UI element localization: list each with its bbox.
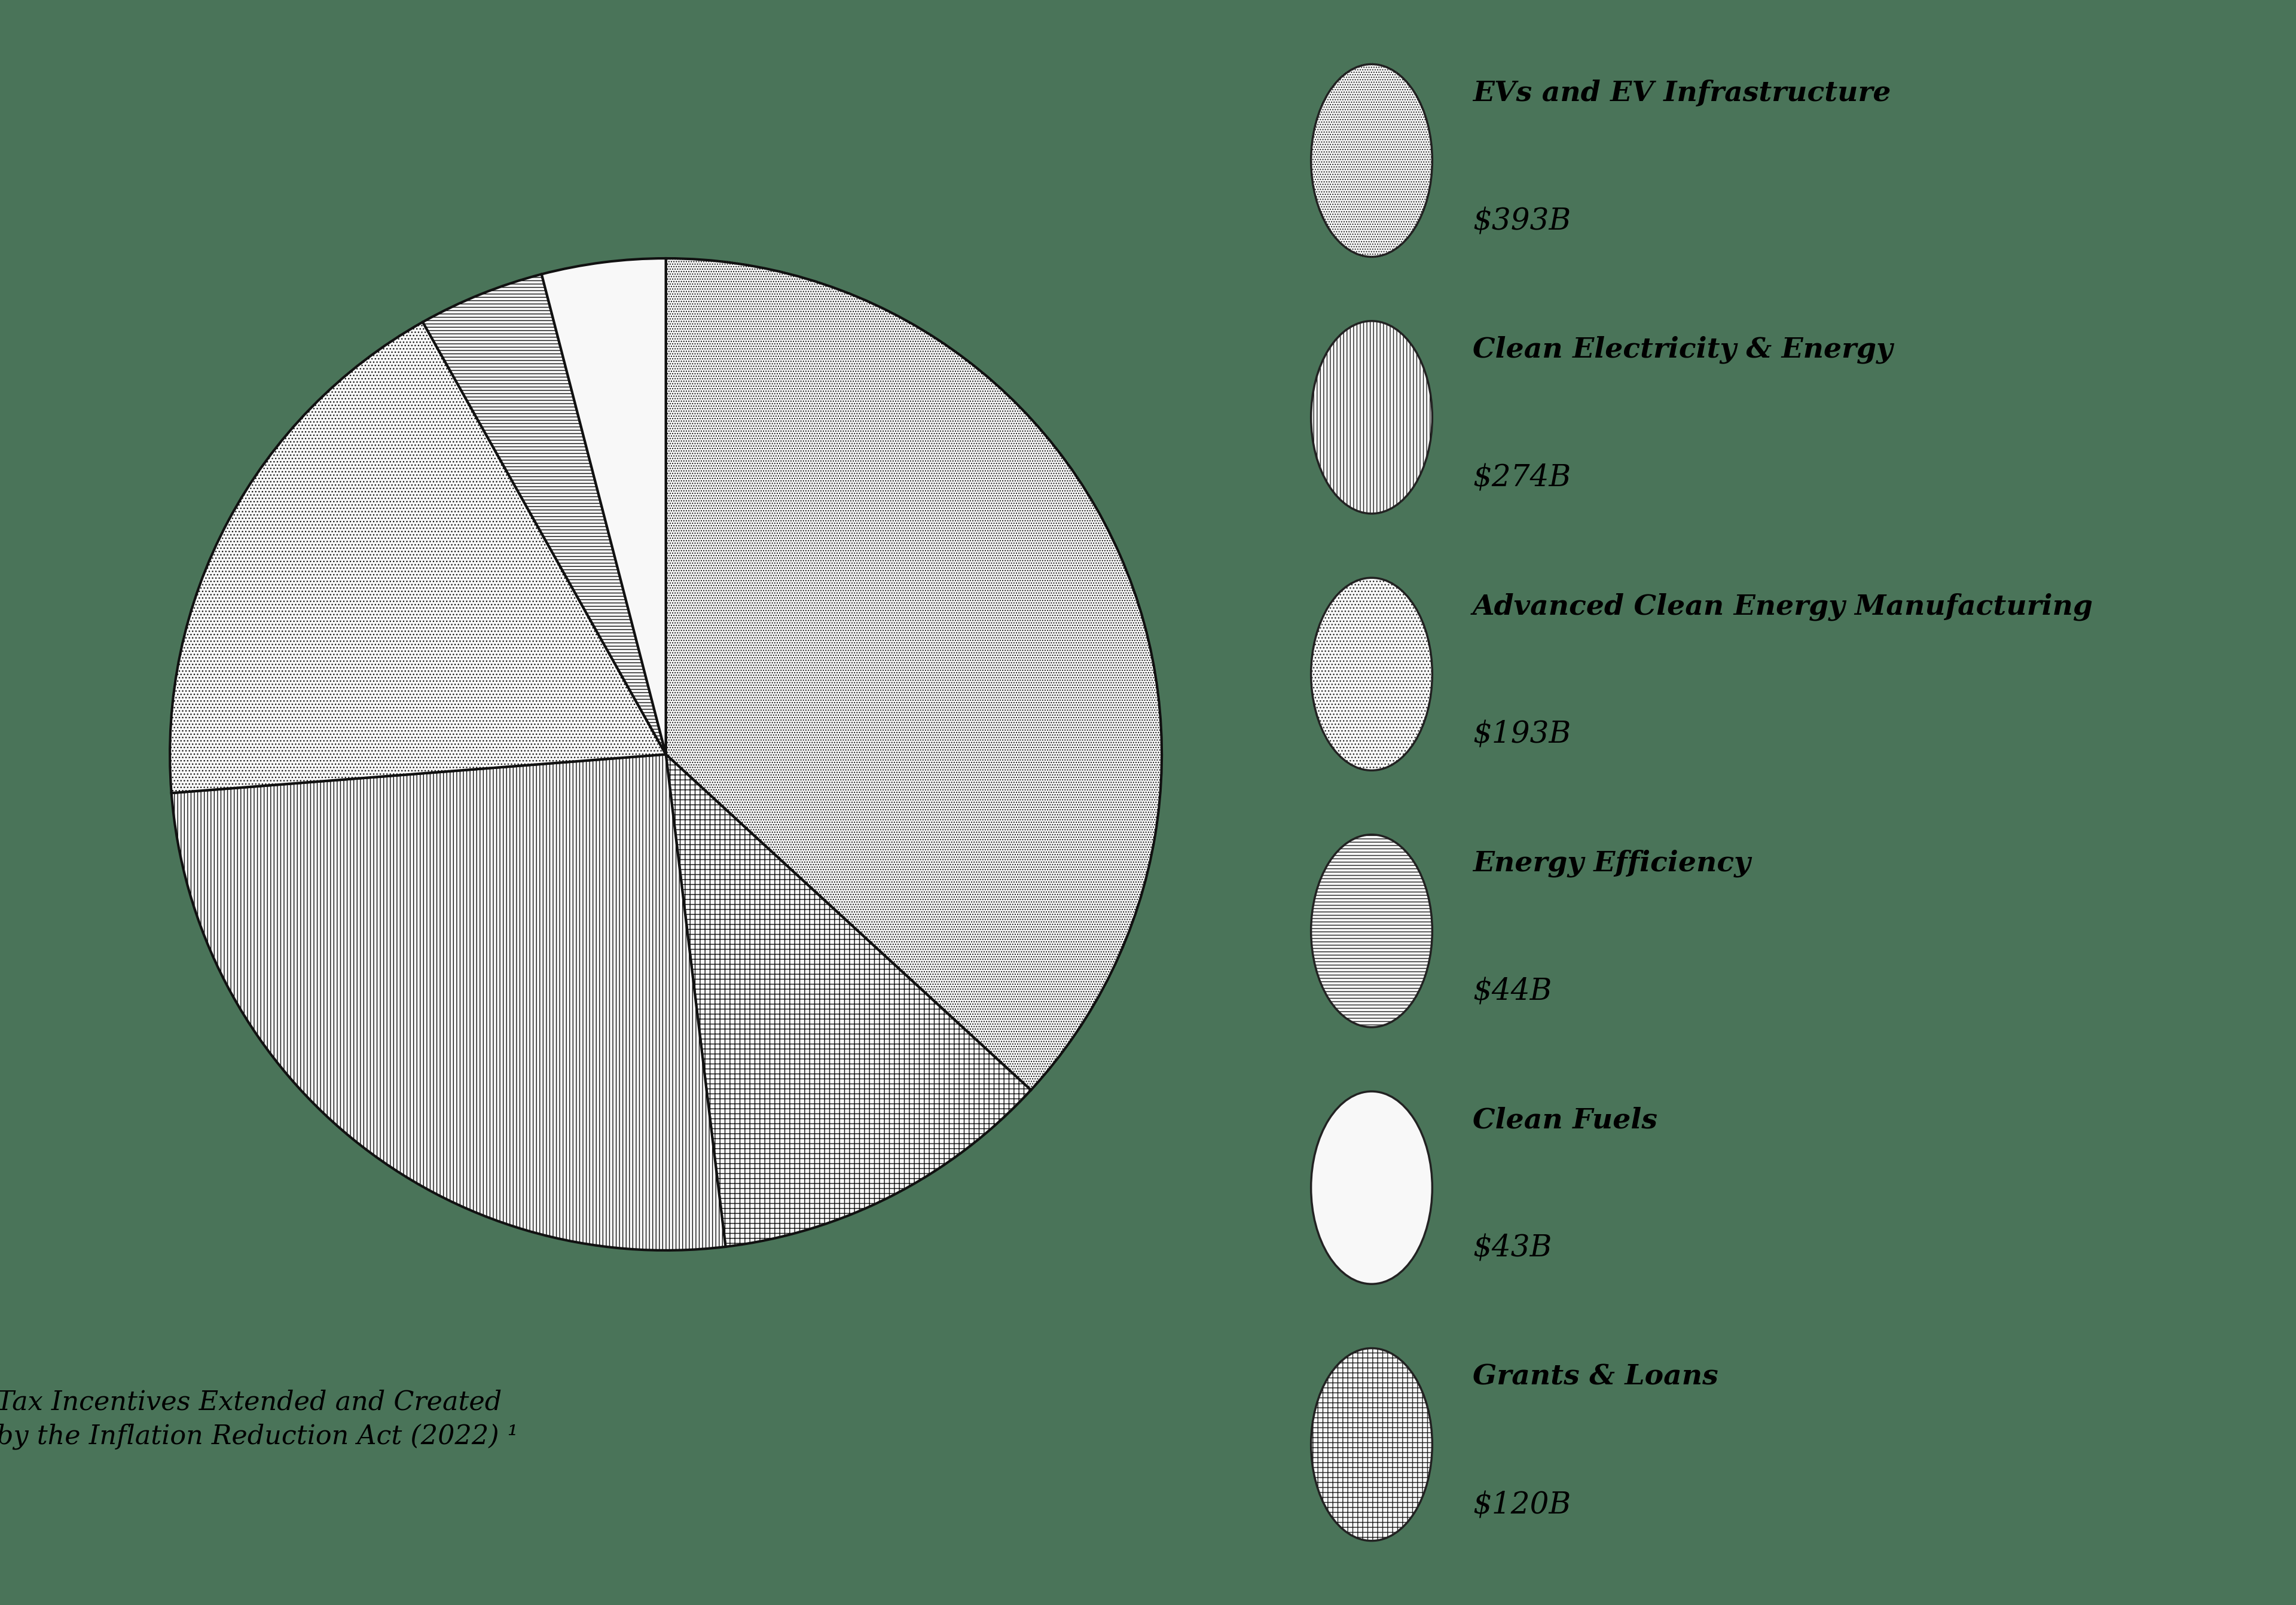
Text: Advanced Clean Energy Manufacturing: Advanced Clean Energy Manufacturing <box>1472 592 2094 621</box>
Text: Tax Incentives Extended and Created
by the Inflation Reduction Act (2022) ¹: Tax Incentives Extended and Created by t… <box>0 1390 519 1449</box>
Text: EVs and EV Infrastructure: EVs and EV Infrastructure <box>1472 79 1892 108</box>
Text: Clean Fuels: Clean Fuels <box>1472 1106 1658 1135</box>
Text: Clean Electricity & Energy: Clean Electricity & Energy <box>1472 335 1892 364</box>
Circle shape <box>1311 321 1433 514</box>
Wedge shape <box>170 323 666 793</box>
Circle shape <box>1311 1348 1433 1541</box>
Circle shape <box>1311 578 1433 770</box>
Text: $393B: $393B <box>1472 207 1570 236</box>
Text: $120B: $120B <box>1472 1491 1570 1520</box>
Circle shape <box>1311 64 1433 257</box>
Wedge shape <box>666 258 1162 1090</box>
Circle shape <box>1311 1091 1433 1284</box>
Text: $43B: $43B <box>1472 1234 1552 1263</box>
Wedge shape <box>422 274 666 754</box>
Text: Grants & Loans: Grants & Loans <box>1472 1363 1717 1392</box>
Text: $44B: $44B <box>1472 977 1552 1006</box>
Text: $193B: $193B <box>1472 721 1570 750</box>
Text: Energy Efficiency: Energy Efficiency <box>1472 849 1750 878</box>
Text: $274B: $274B <box>1472 464 1570 493</box>
Circle shape <box>1311 835 1433 1027</box>
Wedge shape <box>542 258 666 754</box>
Wedge shape <box>172 754 726 1250</box>
Wedge shape <box>666 754 1031 1247</box>
